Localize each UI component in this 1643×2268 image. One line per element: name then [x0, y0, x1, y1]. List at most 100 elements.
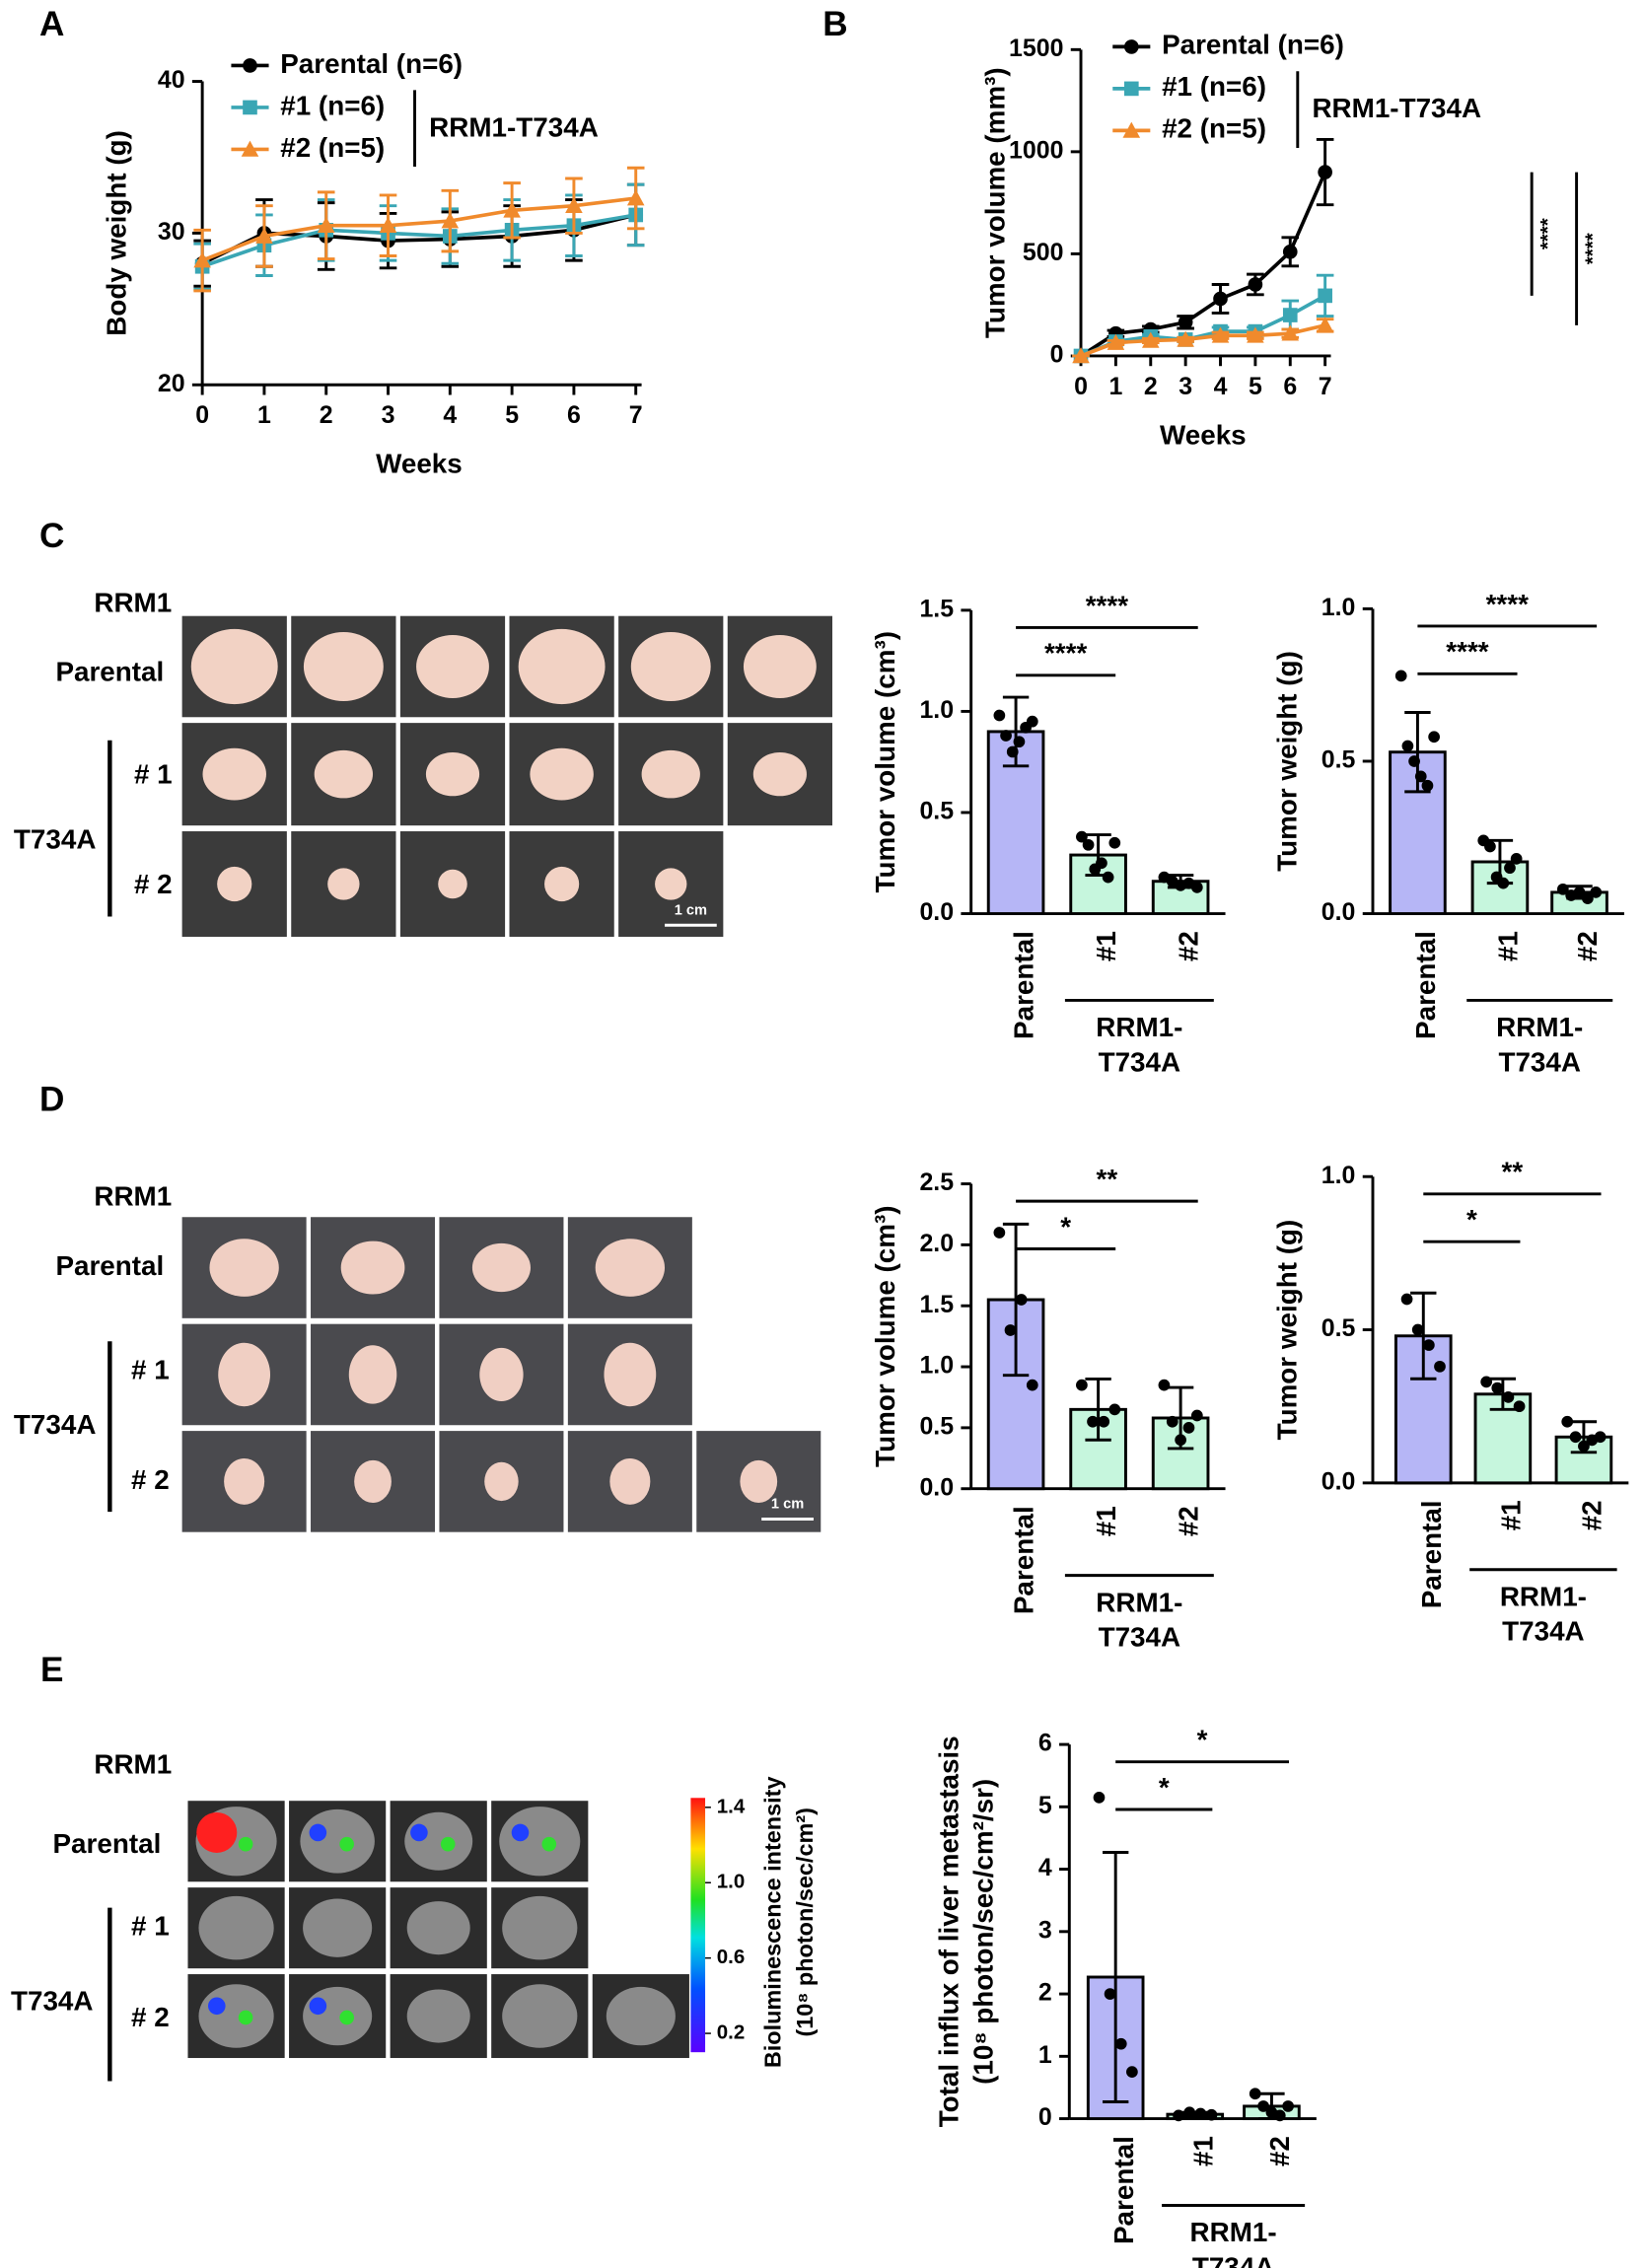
data-point: [1594, 1431, 1607, 1444]
signal: [410, 1823, 428, 1842]
marker: [1211, 326, 1230, 343]
x-tick-label: 2: [320, 401, 333, 429]
marker: [243, 100, 257, 115]
tissue: [743, 634, 817, 698]
group-label: T734A: [1192, 2251, 1275, 2268]
data-point: [1104, 1988, 1116, 2000]
y-axis-label: Total influx of liver metastasis: [934, 1736, 964, 2127]
y-tick-label: 40: [158, 66, 185, 94]
y-tick-label: 2: [1038, 1979, 1052, 2007]
scale-bar-label: 1 cm: [675, 902, 707, 918]
gene-label: RRM1: [94, 1181, 172, 1212]
significance-label: **: [1097, 1164, 1118, 1194]
row-label: # 2: [131, 2002, 170, 2032]
tissue: [595, 1239, 666, 1297]
significance-label: ****: [1446, 636, 1488, 667]
tissue: [499, 1807, 581, 1877]
tissue: [655, 868, 687, 900]
data-point: [1173, 2109, 1184, 2122]
tissue: [518, 628, 606, 705]
tissue: [314, 749, 374, 799]
x-tick-label: 0: [1074, 373, 1088, 400]
group-label: RRM1-: [1096, 1012, 1182, 1042]
data-point: [1484, 840, 1496, 853]
y-tick-label: 2.0: [919, 1230, 954, 1257]
data-point: [1004, 1324, 1017, 1336]
y-axis-label: Tumor weight (g): [1271, 1220, 1302, 1441]
y-tick-label: 0.0: [919, 1473, 954, 1501]
series-line: [201, 196, 636, 262]
y-tick-label: 500: [1023, 239, 1064, 266]
tissue: [202, 747, 266, 801]
legend-label: #1 (n=6): [280, 90, 385, 120]
data-point: [1510, 853, 1523, 865]
data-point: [1573, 886, 1586, 898]
colorbar-tick-label: 1.4: [717, 1795, 746, 1817]
x-tick-label: 5: [1249, 373, 1262, 400]
y-tick-label: 1500: [1009, 35, 1063, 62]
group-label: RRM1-: [1096, 1587, 1182, 1617]
marker: [1141, 331, 1160, 348]
data-point: [1428, 731, 1440, 744]
tissue: [604, 1342, 657, 1407]
tissue: [354, 1459, 392, 1503]
data-point: [1114, 2037, 1127, 2050]
signal: [196, 1811, 238, 1853]
data-point: [1497, 877, 1510, 889]
scale-bar-label: 1 cm: [771, 1497, 804, 1513]
tissue: [544, 866, 580, 902]
row-label: # 2: [134, 869, 173, 899]
y-tick-label: 6: [1038, 1730, 1052, 1757]
tissue: [502, 1984, 578, 2048]
data-point: [1006, 745, 1019, 758]
x-tick-label: 3: [382, 401, 395, 429]
tissue: [300, 1808, 375, 1874]
y-axis-label: Tumor volume (mm³): [979, 67, 1010, 338]
data-point: [1282, 2100, 1294, 2112]
data-point: [1561, 1415, 1574, 1428]
y-tick-label: 1.5: [919, 1291, 954, 1318]
y-tick-label: 20: [158, 370, 185, 397]
group-label: RRM1-: [1496, 1012, 1583, 1042]
data-point: [1087, 1415, 1099, 1428]
y-tick-label: 1.0: [919, 696, 954, 724]
panel-letter: C: [39, 517, 64, 555]
y-tick-label: 30: [158, 218, 185, 246]
group-label: RRM1-: [1500, 1581, 1587, 1611]
tissue: [479, 1347, 524, 1402]
data-point: [1026, 715, 1038, 728]
x-tick-label: 1: [257, 401, 271, 429]
data-point: [1569, 1431, 1582, 1444]
data-point: [1408, 755, 1420, 767]
x-tick-label: Parental: [1009, 931, 1039, 1039]
data-point: [1190, 1409, 1203, 1422]
tissue: [425, 751, 480, 797]
x-tick-label: #2: [1264, 2136, 1295, 2166]
y-tick-label: 5: [1038, 1792, 1052, 1819]
data-point: [1273, 2109, 1286, 2122]
data-point: [1582, 892, 1594, 904]
row-label: # 1: [131, 1354, 170, 1384]
y-tick-label: 0: [1038, 2103, 1052, 2131]
significance-label: ****: [1536, 218, 1559, 249]
data-point: [1422, 1339, 1435, 1351]
data-point: [1513, 1400, 1526, 1413]
y-axis-label: (10⁸ photon/sec/cm²/sr): [968, 1779, 999, 2085]
tissue: [641, 749, 700, 799]
x-axis-label: Weeks: [1160, 419, 1247, 450]
x-tick-label: #1: [1493, 931, 1524, 961]
significance-label: *: [1159, 1772, 1170, 1803]
data-point: [1491, 1382, 1504, 1394]
group-label: T734A: [1099, 1621, 1181, 1652]
data-point: [1257, 2100, 1269, 2112]
tissue: [752, 751, 807, 797]
marker: [503, 201, 521, 218]
data-point: [993, 709, 1006, 722]
tissue: [609, 1457, 651, 1505]
tissue: [198, 1984, 274, 2048]
marker: [1213, 291, 1228, 307]
data-point: [1108, 1403, 1121, 1416]
data-point: [1183, 2106, 1196, 2119]
x-tick-label: Parental: [1009, 1506, 1039, 1614]
x-tick-label: 2: [1144, 373, 1158, 400]
